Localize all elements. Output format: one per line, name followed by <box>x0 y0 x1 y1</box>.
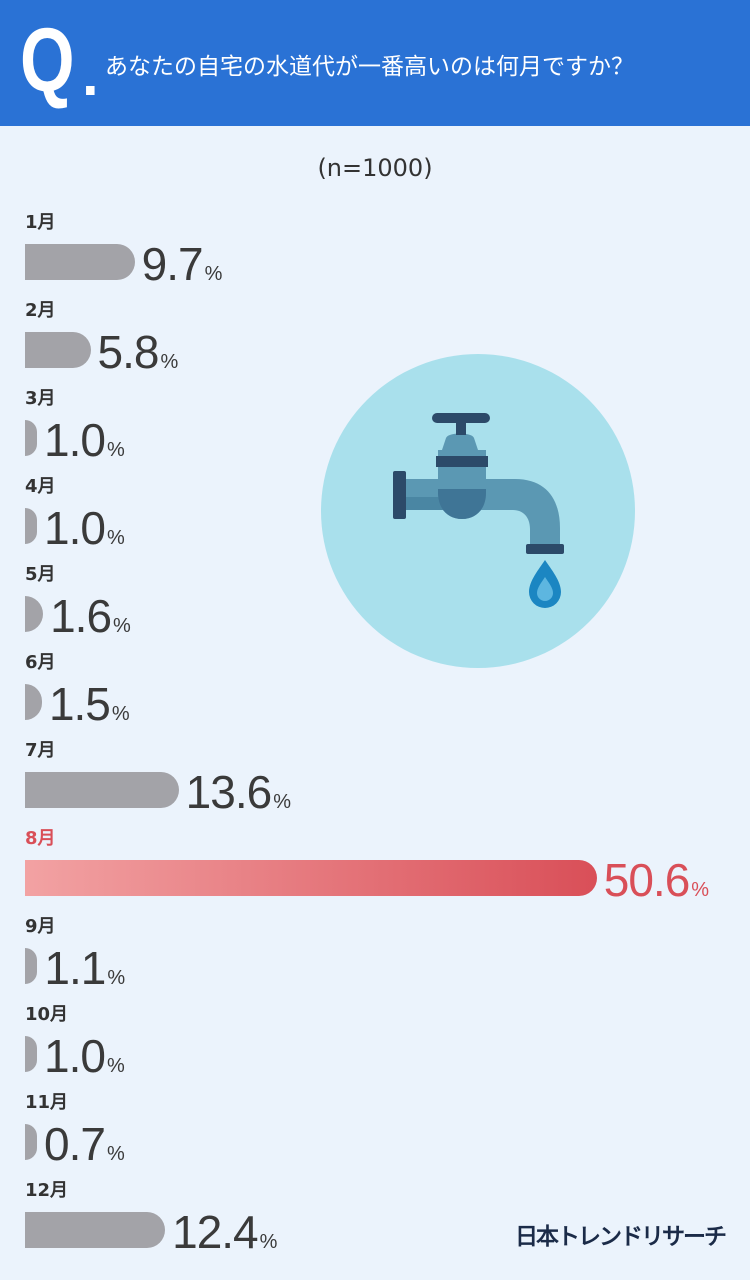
faucet-body-shadow <box>438 489 486 519</box>
value-unit: % <box>691 879 710 901</box>
month-label: 12月 <box>25 1180 69 1201</box>
bar-row: 2月 5.8% <box>25 300 725 380</box>
faucet-handle <box>432 413 490 423</box>
faucet-cap <box>442 433 478 450</box>
bar <box>25 684 42 720</box>
month-label: 7月 <box>25 740 56 761</box>
value-number: 5.8 <box>97 326 160 378</box>
value-number: 1.1 <box>44 942 106 994</box>
value-number: 0.7 <box>44 1118 106 1170</box>
month-label: 10月 <box>25 1004 69 1025</box>
value-unit: % <box>204 263 223 285</box>
bar-row: 7月 13.6% <box>25 740 725 820</box>
question-mark-dot: . <box>82 41 99 108</box>
bar-row: 9月 1.1% <box>25 916 725 996</box>
bar-row: 6月 1.5% <box>25 652 725 732</box>
value-number: 1.0 <box>44 414 106 466</box>
bar-row: 4月 1.0% <box>25 476 725 556</box>
value-unit: % <box>107 967 126 989</box>
value-label: 1.5% <box>49 681 130 739</box>
bar <box>25 332 91 368</box>
bar-row: 10月 1.0% <box>25 1004 725 1084</box>
value-label: 1.0% <box>44 505 125 563</box>
month-label: 8月 <box>25 828 56 849</box>
sample-size: (n=1000) <box>317 154 433 182</box>
value-number: 1.5 <box>48 678 111 730</box>
month-label: 1月 <box>25 212 56 233</box>
value-label: 1.1% <box>44 945 125 1003</box>
value-label: 5.8% <box>98 329 179 387</box>
value-unit: % <box>106 1143 125 1165</box>
value-unit: % <box>106 527 125 549</box>
bar-row: 11月 0.7% <box>25 1092 725 1172</box>
month-label: 11月 <box>25 1092 69 1113</box>
value-number: 1.6 <box>50 590 112 642</box>
value-label: 12.4% <box>172 1209 277 1267</box>
value-unit: % <box>106 1055 125 1077</box>
bar-row: 5月 1.6% <box>25 564 725 644</box>
bar-chart: 1月 9.7% 2月 5.8% 3月 1.0% 4月 1.0% 5月 1.6% 6月 1.5% 7月 13… <box>25 212 725 1272</box>
value-number: 1.0 <box>44 1030 106 1082</box>
question-header: Q . あなたの自宅の水道代が一番高いのは何月ですか？ <box>0 0 750 126</box>
value-label: 1.6% <box>50 593 131 651</box>
value-unit: % <box>273 791 291 813</box>
faucet-stem <box>456 421 466 435</box>
faucet-flange <box>393 471 406 519</box>
month-label: 6月 <box>25 652 56 673</box>
value-unit: % <box>259 1231 278 1253</box>
bar-row: 3月 1.0% <box>25 388 725 468</box>
bar <box>25 948 38 984</box>
month-label: 9月 <box>25 916 56 937</box>
month-label: 4月 <box>25 476 56 497</box>
bar <box>25 1124 37 1160</box>
question-mark-letter: Q <box>20 11 75 111</box>
faucet-tip <box>526 544 564 554</box>
month-label: 5月 <box>25 564 56 585</box>
value-label: 9.7% <box>142 241 223 299</box>
value-number: 9.7 <box>141 238 204 290</box>
bar <box>25 1036 37 1072</box>
value-label: 13.6% <box>186 769 291 827</box>
water-drop-icon <box>529 560 561 608</box>
question-text: あなたの自宅の水道代が一番高いのは何月ですか？ <box>105 54 634 80</box>
faucet-illustration <box>321 354 635 668</box>
value-unit: % <box>106 439 125 461</box>
value-unit: % <box>111 703 130 725</box>
water-drop-inner <box>537 577 553 601</box>
bar <box>25 772 179 808</box>
value-label: 1.0% <box>44 1033 125 1091</box>
value-label: 0.7% <box>44 1121 125 1179</box>
bar-row: 12月 12.4% <box>25 1180 725 1260</box>
bar <box>25 420 37 456</box>
bar <box>25 508 37 544</box>
value-number: 13.6 <box>185 766 273 818</box>
value-label: 50.6% <box>604 857 709 915</box>
value-unit: % <box>160 351 179 373</box>
bar-row: 8月 50.6% <box>25 828 725 908</box>
highlight-bar <box>25 860 597 896</box>
bar <box>25 596 44 632</box>
value-unit: % <box>113 615 131 637</box>
value-number: 50.6 <box>603 854 691 906</box>
month-label: 3月 <box>25 388 56 409</box>
bar <box>25 1212 166 1248</box>
month-label: 2月 <box>25 300 56 321</box>
bar-row: 1月 9.7% <box>25 212 725 292</box>
bar <box>25 244 135 280</box>
brand-logo: 日本トレンドリサーチ <box>515 1224 727 1250</box>
faucet-icon <box>393 413 564 554</box>
value-number: 12.4 <box>172 1206 259 1258</box>
value-number: 1.0 <box>44 502 106 554</box>
faucet-band <box>436 456 488 467</box>
faucet-spout <box>470 479 560 546</box>
value-label: 1.0% <box>44 417 125 475</box>
